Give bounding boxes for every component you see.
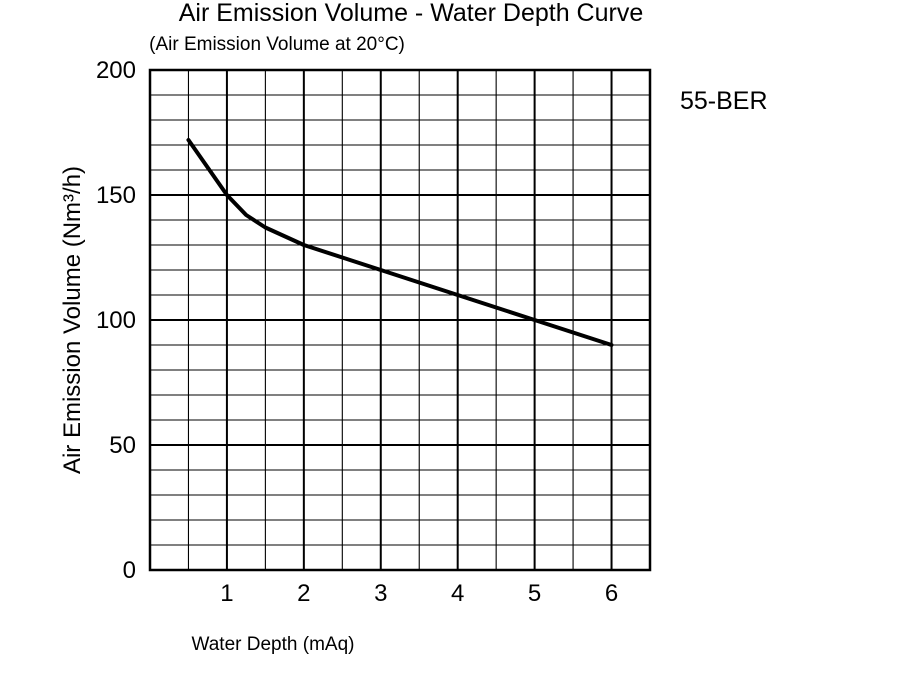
y-tick-label: 200 (96, 57, 136, 84)
x-tick-label: 3 (374, 580, 387, 607)
plot-frame (148, 68, 652, 572)
y-tick-labels: 0 50 100 150 200 (96, 57, 136, 584)
series-line (186, 138, 614, 347)
x-tick-label: 4 (451, 580, 464, 607)
x-tick-label: 1 (220, 580, 233, 607)
x-tick-label: 5 (528, 580, 541, 607)
x-axis-label: Water Depth (mAq) (192, 634, 355, 655)
y-tick-label: 50 (109, 432, 136, 459)
chart-title: Air Emission Volume - Water Depth Curve (179, 0, 644, 27)
x-tick-labels: 1 2 3 4 5 6 (220, 580, 618, 607)
y-tick-label: 0 (123, 557, 136, 584)
y-tick-label: 100 (96, 307, 136, 334)
model-label: 55-BER (680, 87, 768, 115)
y-axis-label: Air Emission Volume (Nm³/h) (59, 166, 86, 474)
x-tick-label: 6 (605, 580, 618, 607)
y-tick-label: 150 (96, 182, 136, 209)
x-tick-label: 2 (297, 580, 310, 607)
chart-subtitle: (Air Emission Volume at 20°C) (149, 34, 405, 55)
